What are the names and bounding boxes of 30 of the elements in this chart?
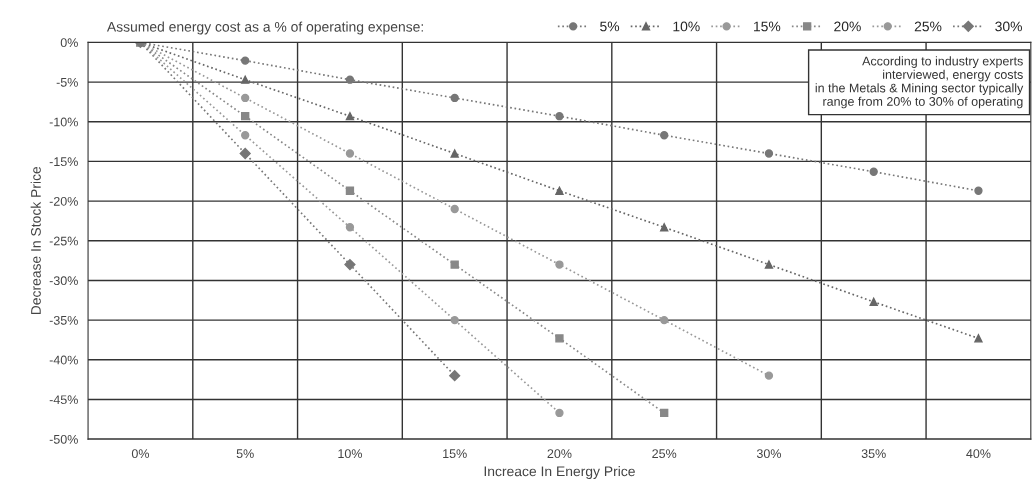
y-tick-label: -20% [49, 196, 78, 206]
y-tick-label: -45% [49, 395, 78, 405]
legend-title: Assumed energy cost as a % of operating expense: [106, 21, 423, 35]
y-tick-label: -30% [49, 276, 78, 286]
y-tick-label: -15% [49, 157, 78, 167]
x-tick-label: 15% [443, 449, 467, 459]
legend-label: 10% [673, 21, 700, 32]
legend-label: 20% [834, 21, 861, 32]
x-axis-title: Increace In Energy Price [484, 466, 635, 479]
legend-label: 15% [754, 21, 781, 32]
y-tick-label: -25% [49, 236, 78, 246]
y-tick-label: -35% [49, 315, 78, 325]
x-tick-label: 25% [652, 449, 677, 459]
x-tick-label: 10% [338, 449, 362, 459]
legend-label: 25% [914, 21, 942, 32]
legend-label: 30% [995, 21, 1022, 32]
y-axis-title: Decrease In Stock Price [30, 166, 41, 315]
annotation: According to industry experts interviewed, energy costs in the Metals & Mining sector typically range from 20% to 30% of operating [815, 56, 1024, 109]
y-tick-label: 0% [60, 38, 78, 48]
y-tick-label: -5% [56, 77, 78, 87]
x-tick-label: 35% [861, 449, 886, 459]
x-tick-label: 5% [236, 449, 254, 459]
legend-label: 5% [600, 21, 620, 32]
x-tick-label: 30% [756, 449, 782, 459]
x-tick-label: 0% [131, 449, 150, 459]
y-tick-label: -40% [49, 355, 78, 365]
x-tick-label: 40% [966, 449, 991, 459]
y-tick-label: -50% [49, 434, 78, 444]
x-tick-label: 20% [547, 449, 572, 459]
y-tick-label: -10% [49, 117, 78, 127]
